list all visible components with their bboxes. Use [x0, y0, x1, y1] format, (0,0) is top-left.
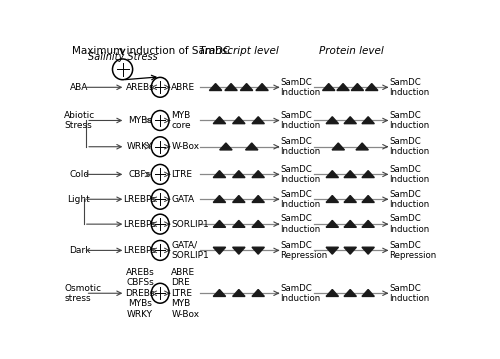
Polygon shape: [344, 171, 356, 178]
Text: SamDC
Induction: SamDC Induction: [389, 190, 430, 209]
Polygon shape: [326, 117, 338, 123]
Text: GATA/
SORLIP1: GATA/ SORLIP1: [172, 241, 209, 260]
Text: ABRE: ABRE: [172, 83, 196, 92]
Text: Dark: Dark: [70, 246, 91, 255]
Polygon shape: [362, 171, 374, 178]
Text: SamDC
Induction: SamDC Induction: [280, 78, 320, 97]
Polygon shape: [232, 117, 245, 123]
Text: Maximum induction of SamDC: Maximum induction of SamDC: [72, 46, 231, 56]
Polygon shape: [351, 84, 364, 90]
Text: SamDC
Induction: SamDC Induction: [389, 214, 430, 234]
Polygon shape: [232, 289, 245, 297]
Polygon shape: [252, 247, 264, 254]
Polygon shape: [326, 196, 338, 202]
Text: MYB
core: MYB core: [172, 111, 191, 130]
Text: SamDC
Repression: SamDC Repression: [389, 241, 436, 260]
Polygon shape: [326, 220, 338, 227]
Polygon shape: [344, 247, 356, 254]
Text: LREBPs: LREBPs: [124, 246, 156, 255]
Polygon shape: [213, 117, 226, 123]
Polygon shape: [213, 220, 226, 227]
Text: SamDC
Induction: SamDC Induction: [280, 284, 320, 303]
Polygon shape: [326, 171, 338, 178]
Polygon shape: [252, 117, 264, 123]
Polygon shape: [252, 196, 264, 202]
Polygon shape: [344, 289, 356, 297]
Polygon shape: [344, 220, 356, 227]
Polygon shape: [213, 247, 226, 254]
Text: Salinity Stress: Salinity Stress: [88, 52, 158, 62]
Polygon shape: [232, 171, 245, 178]
Text: LREBPs: LREBPs: [124, 220, 156, 229]
Polygon shape: [362, 289, 374, 297]
Polygon shape: [362, 247, 374, 254]
Text: SamDC
Induction: SamDC Induction: [389, 111, 430, 130]
Polygon shape: [232, 220, 245, 227]
Text: CBFs: CBFs: [129, 170, 151, 179]
Polygon shape: [332, 143, 344, 150]
Text: SamDC
Induction: SamDC Induction: [280, 214, 320, 234]
Text: SamDC
Induction: SamDC Induction: [389, 284, 430, 303]
Text: SamDC
Induction: SamDC Induction: [389, 165, 430, 184]
Text: MYBs: MYBs: [128, 116, 152, 125]
Text: SORLIP1: SORLIP1: [172, 220, 209, 229]
Polygon shape: [362, 117, 374, 123]
Polygon shape: [240, 84, 253, 90]
Text: W-Box: W-Box: [172, 142, 200, 151]
Polygon shape: [326, 289, 338, 297]
Polygon shape: [232, 196, 245, 202]
Polygon shape: [252, 220, 264, 227]
Text: SamDC
Repression: SamDC Repression: [280, 241, 328, 260]
Polygon shape: [220, 143, 232, 150]
Text: Osmotic
stress: Osmotic stress: [64, 284, 101, 303]
Polygon shape: [213, 289, 226, 297]
Polygon shape: [362, 196, 374, 202]
Polygon shape: [232, 247, 245, 254]
Text: Protein level: Protein level: [319, 46, 384, 56]
Polygon shape: [362, 220, 374, 227]
Text: Transcript level: Transcript level: [199, 46, 278, 56]
Polygon shape: [213, 171, 226, 178]
Polygon shape: [225, 84, 237, 90]
Text: SamDC
Induction: SamDC Induction: [280, 111, 320, 130]
Text: SamDC
Induction: SamDC Induction: [389, 78, 430, 97]
Text: SamDC
Induction: SamDC Induction: [280, 137, 320, 157]
Polygon shape: [213, 196, 226, 202]
Polygon shape: [246, 143, 258, 150]
Polygon shape: [256, 84, 268, 90]
Text: GATA: GATA: [172, 195, 194, 204]
Polygon shape: [252, 289, 264, 297]
Text: AREBs
CBFSs
DREBs
MYBs
WRKY: AREBs CBFSs DREBs MYBs WRKY: [125, 268, 155, 318]
Text: LREBPs: LREBPs: [124, 195, 156, 204]
Polygon shape: [366, 84, 378, 90]
Text: WRKY: WRKY: [127, 142, 153, 151]
Text: ABRE
DRE
LTRE
MYB
W-Box: ABRE DRE LTRE MYB W-Box: [172, 268, 200, 318]
Text: LTRE: LTRE: [172, 170, 192, 179]
Text: AREBs: AREBs: [126, 83, 154, 92]
Text: Cold: Cold: [70, 170, 89, 179]
Text: Abiotic
Stress: Abiotic Stress: [64, 111, 96, 130]
Polygon shape: [337, 84, 349, 90]
Polygon shape: [252, 171, 264, 178]
Polygon shape: [344, 196, 356, 202]
Polygon shape: [326, 247, 338, 254]
Text: SamDC
Induction: SamDC Induction: [280, 190, 320, 209]
Text: Light: Light: [67, 195, 90, 204]
Polygon shape: [344, 117, 356, 123]
Text: SamDC
Induction: SamDC Induction: [280, 165, 320, 184]
Polygon shape: [356, 143, 368, 150]
Polygon shape: [210, 84, 222, 90]
Text: SamDC
Induction: SamDC Induction: [389, 137, 430, 157]
Polygon shape: [322, 84, 335, 90]
Text: ABA: ABA: [70, 83, 88, 92]
